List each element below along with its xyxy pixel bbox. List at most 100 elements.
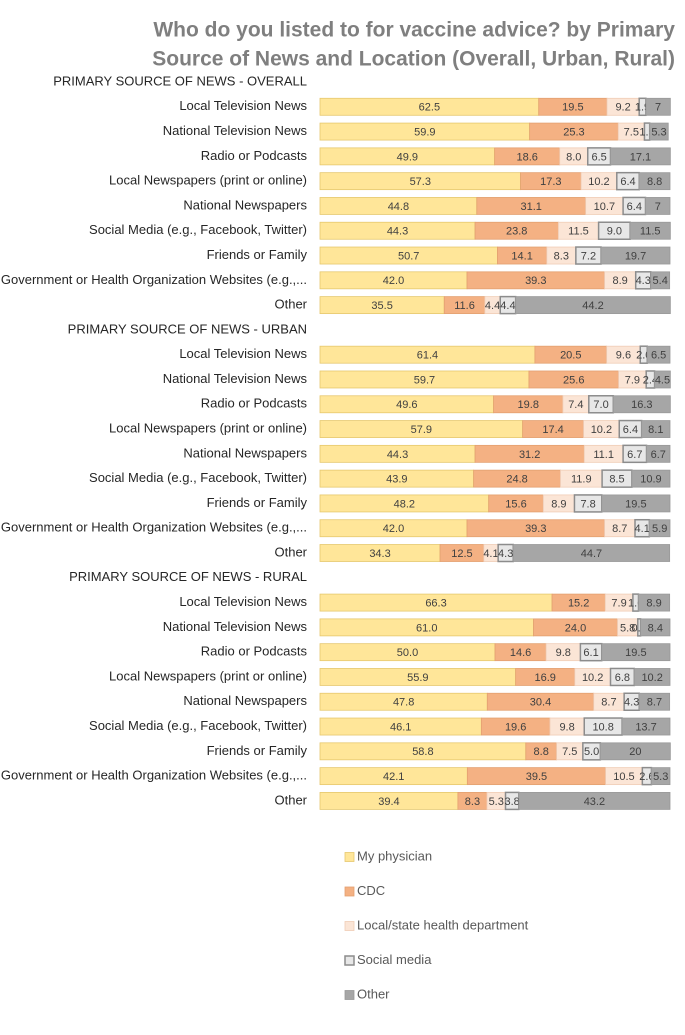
data-label: 55.9 xyxy=(407,672,428,684)
data-label: 48.2 xyxy=(394,498,415,510)
legend-label: Other xyxy=(357,986,390,1001)
data-label: 18.6 xyxy=(516,151,537,163)
bar-segment xyxy=(633,668,671,686)
data-label: 10.2 xyxy=(588,176,609,188)
data-label: 11.5 xyxy=(640,226,661,238)
bar-segment xyxy=(638,593,671,612)
category-label: National Newspapers xyxy=(183,693,307,708)
legend-swatch xyxy=(344,955,355,966)
data-label: 3.8 xyxy=(505,796,520,808)
bar-segment xyxy=(641,420,671,438)
data-label: 4.1 xyxy=(483,548,498,560)
category-label: National Television News xyxy=(163,123,308,138)
chart-title: Who do you listed to for vaccine advice?… xyxy=(153,19,675,42)
category-label: Other xyxy=(274,792,307,807)
bar-segment xyxy=(599,742,671,761)
data-label: 8.4 xyxy=(648,622,663,634)
data-label: 20.5 xyxy=(560,350,581,362)
category-label: Other xyxy=(274,544,307,559)
data-label: 5.3 xyxy=(651,126,666,138)
category-label: Local Television News xyxy=(179,346,307,361)
data-label: 39.3 xyxy=(525,523,546,535)
data-label: 24.8 xyxy=(506,474,527,486)
data-label: 19.5 xyxy=(625,498,646,510)
data-label: 13.7 xyxy=(635,721,656,733)
chart-title: Source of News and Location (Overall, Ur… xyxy=(152,48,675,71)
data-label: 42.0 xyxy=(383,275,404,287)
category-label: Local Television News xyxy=(179,98,307,113)
category-label: Social Media (e.g., Facebook, Twitter) xyxy=(89,222,307,237)
category-label: Local Newspapers (print or online) xyxy=(109,668,307,683)
category-label: Local Newspapers (print or online) xyxy=(109,173,307,188)
data-label: 6.5 xyxy=(651,350,666,362)
data-label: 8.7 xyxy=(612,523,627,535)
data-label: 19.5 xyxy=(625,647,646,659)
data-label: 7.2 xyxy=(581,250,596,262)
data-label: 10.2 xyxy=(641,672,662,684)
bar-segment xyxy=(651,767,671,786)
data-label: 6.8 xyxy=(615,672,630,684)
data-label: 9.8 xyxy=(559,721,574,733)
data-label: 4.5 xyxy=(655,374,670,386)
data-label: 66.3 xyxy=(425,597,446,609)
data-label: 59.7 xyxy=(414,374,435,386)
data-label: 57.3 xyxy=(410,176,431,188)
data-label: 14.6 xyxy=(510,647,531,659)
data-label: 8.3 xyxy=(554,250,569,262)
data-label: 8.5 xyxy=(609,474,624,486)
data-label: 7 xyxy=(655,201,661,213)
legend-label: CDC xyxy=(357,883,385,898)
data-label: 44.3 xyxy=(387,226,408,238)
bar-segment xyxy=(601,494,671,513)
category-label: Local Television News xyxy=(179,594,307,609)
data-label: 44.8 xyxy=(388,201,409,213)
data-label: 4.4 xyxy=(485,300,500,312)
category-label: Social Media (e.g., Facebook, Twitter) xyxy=(89,470,307,485)
bar-segment xyxy=(646,444,671,463)
data-label: 17.4 xyxy=(542,424,563,436)
data-label: 19.5 xyxy=(562,102,583,114)
category-label: Government or Health Organization Websit… xyxy=(1,520,307,535)
bar-segment xyxy=(631,469,671,488)
data-label: 17.1 xyxy=(630,151,651,163)
data-label: 11.6 xyxy=(454,300,475,312)
category-label: Government or Health Organization Websit… xyxy=(1,768,307,783)
legend-swatch xyxy=(344,886,355,897)
category-label: Social Media (e.g., Facebook, Twitter) xyxy=(89,718,307,733)
bar-segment xyxy=(610,147,671,166)
data-label: 42.0 xyxy=(383,523,404,535)
category-label: Friends or Family xyxy=(207,247,308,262)
data-label: 4.1 xyxy=(635,523,650,535)
data-label: 7.5 xyxy=(624,126,639,138)
bar-segment xyxy=(640,618,671,637)
category-label: PRIMARY SOURCE OF NEWS - RURAL xyxy=(69,569,307,584)
bar-segment xyxy=(649,122,669,141)
data-label: 16.3 xyxy=(631,399,652,411)
data-label: 23.8 xyxy=(506,226,527,238)
bar-segment xyxy=(650,271,671,290)
bar-segment xyxy=(600,246,671,265)
data-label: 7.9 xyxy=(611,597,626,609)
data-label: 8.3 xyxy=(465,796,480,808)
category-label: National Newspapers xyxy=(183,197,307,212)
data-label: 10.2 xyxy=(591,424,612,436)
data-label: 25.6 xyxy=(563,374,584,386)
data-label: 34.3 xyxy=(369,548,390,560)
data-label: 5.3 xyxy=(653,771,668,783)
data-label: 7.5 xyxy=(562,746,577,758)
legend-swatch xyxy=(344,852,355,862)
bar-segment xyxy=(646,345,671,364)
data-label: 5.4 xyxy=(653,275,668,287)
data-label: 11.1 xyxy=(593,449,614,461)
category-label: National Newspapers xyxy=(183,445,307,460)
data-label: 6.7 xyxy=(651,449,666,461)
data-label: 19.7 xyxy=(625,250,646,262)
data-label: 50.0 xyxy=(397,647,418,659)
data-label: 8.8 xyxy=(534,746,549,758)
data-label: 47.8 xyxy=(393,697,414,709)
data-label: 30.4 xyxy=(530,697,551,709)
bar-segment xyxy=(629,221,671,240)
data-label: 11.9 xyxy=(571,474,592,486)
data-label: 24.0 xyxy=(565,622,586,634)
bar-segment xyxy=(648,519,671,538)
